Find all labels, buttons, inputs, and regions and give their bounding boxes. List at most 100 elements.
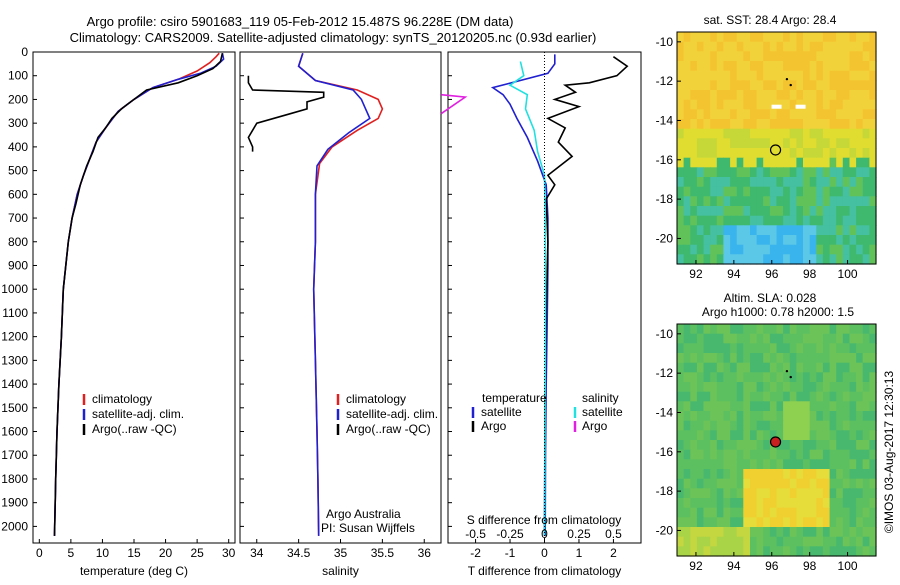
figure-title-line1: Argo profile: csiro 5901683_119 05-Feb-2… — [87, 14, 514, 29]
map-cell — [690, 488, 698, 499]
map-cell — [783, 546, 791, 557]
x-axis-label: temperature (deg C) — [80, 564, 188, 578]
map-cell — [756, 90, 764, 101]
map-cell — [730, 430, 738, 441]
map-cell — [716, 61, 724, 72]
map-cell — [776, 353, 784, 364]
map-cell — [822, 41, 831, 52]
map-cell — [730, 498, 738, 509]
map-cell — [723, 254, 731, 265]
map-cell — [690, 196, 698, 207]
map-cell — [736, 177, 744, 188]
map-cell — [710, 225, 718, 236]
map-cell — [677, 99, 685, 110]
map-cell — [743, 119, 751, 130]
map-cell — [829, 536, 837, 547]
map-cell — [677, 391, 685, 402]
map-cell — [862, 372, 870, 383]
map-cell — [862, 99, 870, 110]
map-cell — [769, 51, 778, 62]
map-cell — [730, 254, 738, 265]
map-cell — [789, 99, 797, 110]
map-cell — [723, 440, 731, 451]
map-cell — [756, 353, 764, 364]
map-cell — [756, 536, 764, 547]
map-cell — [842, 498, 850, 509]
map-cell — [756, 391, 764, 402]
map-cell — [856, 80, 864, 91]
map-cell — [736, 498, 744, 509]
map-cell — [677, 459, 685, 470]
map-cell — [836, 411, 844, 422]
map-cell — [677, 478, 685, 489]
map-cell — [690, 440, 698, 451]
map-cell — [862, 401, 870, 412]
map-cell — [803, 546, 811, 557]
map-cell — [789, 119, 797, 130]
map-cell — [816, 382, 824, 393]
map-cell — [690, 411, 698, 422]
map-cell — [683, 225, 691, 236]
map-cell — [736, 411, 744, 422]
map-cell — [796, 51, 804, 62]
map-cell — [856, 225, 864, 236]
map-cell — [783, 177, 791, 188]
map-cell — [869, 430, 877, 441]
map-cell — [683, 61, 691, 72]
map-cell — [736, 196, 744, 207]
map-cell — [710, 235, 718, 246]
map-cell — [730, 244, 738, 255]
map-cell — [822, 61, 831, 72]
map-cell — [776, 411, 784, 422]
map-cell — [716, 527, 724, 538]
map-cell — [789, 498, 797, 509]
map-cell — [822, 411, 831, 422]
map-cell — [690, 119, 698, 130]
map-cell — [849, 517, 857, 528]
map-cell — [696, 235, 705, 246]
map-cell — [796, 90, 804, 101]
map-cell — [723, 177, 731, 188]
map-cell — [809, 536, 817, 547]
map-cell — [703, 128, 711, 139]
legend-label: Argo(..raw -QC) — [346, 422, 431, 436]
map-cell — [690, 546, 698, 557]
map-cell — [703, 148, 711, 159]
map-cell — [783, 32, 791, 43]
map-cell — [856, 469, 864, 480]
map-cell — [836, 353, 844, 364]
map-frame — [676, 323, 877, 557]
map-cell — [677, 32, 685, 43]
map-cell — [703, 527, 711, 538]
map-cell — [789, 507, 797, 518]
legend-label: satellite-adj. clim. — [92, 407, 184, 421]
map-cell — [842, 177, 850, 188]
map-cell — [743, 80, 751, 91]
map-cell — [836, 138, 844, 149]
map-cell — [842, 128, 850, 139]
map-cell — [683, 167, 691, 178]
map-cell — [803, 372, 811, 383]
map-cell — [789, 167, 797, 178]
map-cell — [696, 167, 705, 178]
map-cell — [783, 353, 791, 364]
map-cell — [869, 41, 877, 52]
map-cell — [696, 536, 705, 547]
map-cell — [703, 225, 711, 236]
map-cell — [862, 382, 870, 393]
map-cell — [696, 90, 705, 101]
map-cell — [849, 382, 857, 393]
map-cell — [723, 70, 731, 81]
map-cell — [862, 362, 870, 373]
map-cell — [723, 362, 731, 373]
map-cell — [836, 167, 844, 178]
map-cell — [862, 254, 870, 265]
map-cell — [856, 215, 864, 226]
map-cell — [822, 157, 831, 168]
map-cell — [849, 527, 857, 538]
map-cell — [789, 459, 797, 470]
map-cell — [723, 215, 731, 226]
map-cell — [710, 488, 718, 499]
map-cell — [730, 353, 738, 364]
map-cell — [836, 254, 844, 265]
